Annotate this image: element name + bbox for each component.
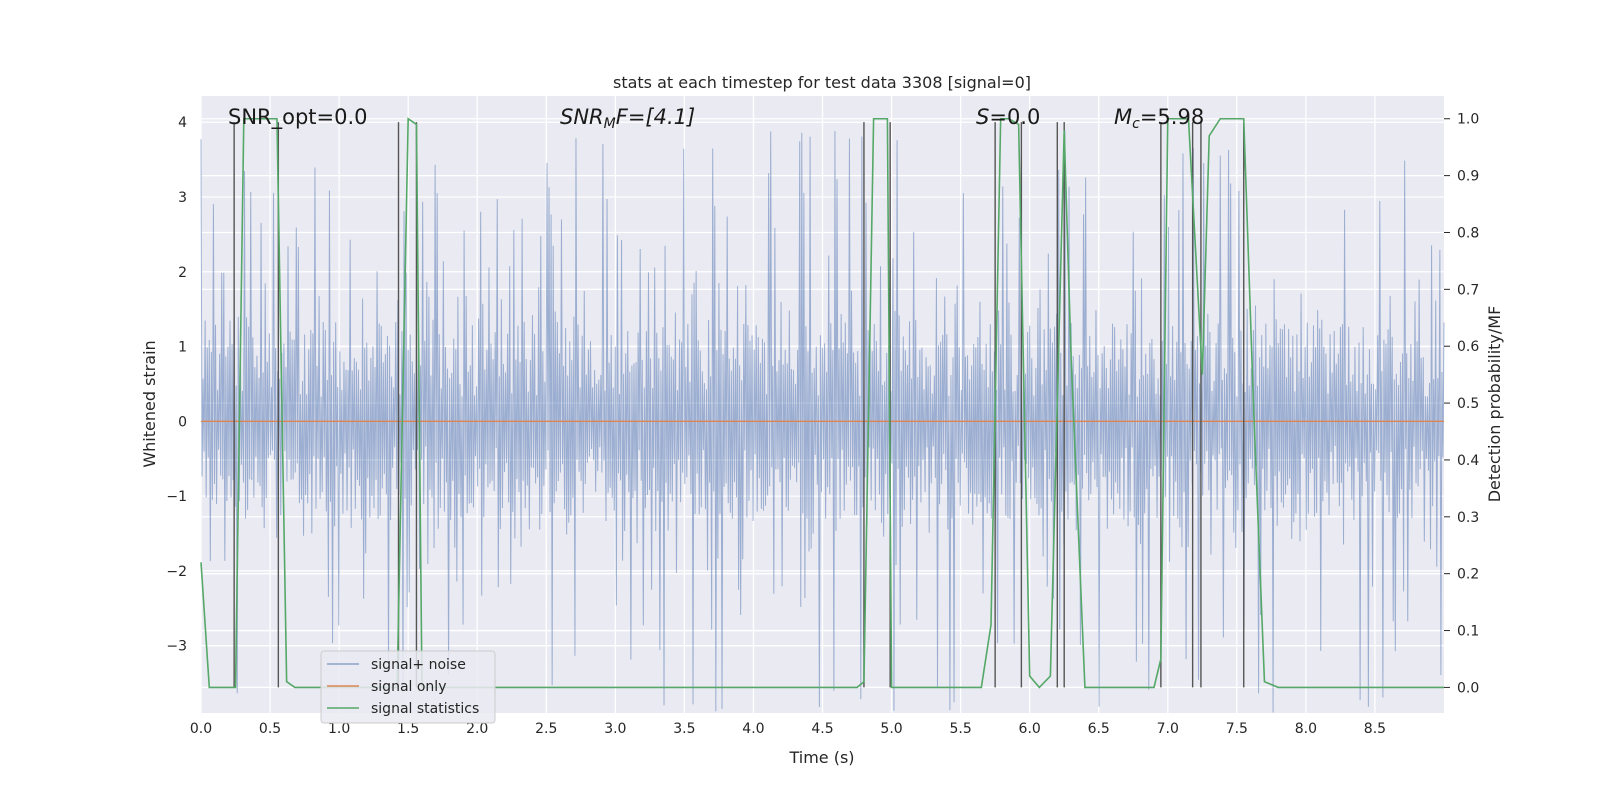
x-tick-label-4: 2.0	[466, 721, 488, 737]
annotation-snr-mf-symbol: SNR	[560, 105, 604, 129]
y-right-tick-label-8: 0.8	[1457, 225, 1479, 241]
y-right-tick-label-1: 0.1	[1457, 624, 1479, 640]
x-tick-label-1: 0.5	[259, 721, 281, 737]
x-tick-label-6: 3.0	[604, 721, 626, 737]
annotation-snr-mf-value: F=[4.1]	[616, 105, 695, 129]
x-tick-label-8: 4.0	[742, 721, 764, 737]
x-axis-ticks: 0.0 0.5 1.0 1.5 2.0 2.5 3.0 3.5 4.0 4.5 5.0 5.5 6.0 6…	[190, 721, 1386, 737]
y-left-tick-label-3: 0	[178, 414, 187, 430]
y-left-tick-label-6: 3	[178, 190, 187, 206]
x-tick-label-5: 2.5	[535, 721, 557, 737]
y-left-tick-label-2: −1	[166, 489, 187, 505]
y-right-tick-label-4: 0.4	[1457, 453, 1479, 469]
legend-box	[320, 650, 496, 724]
y-right-tick-label-5: 0.5	[1457, 396, 1479, 412]
y-right-tick-label-6: 0.6	[1457, 339, 1479, 355]
x-tick-label-12: 6.0	[1019, 721, 1041, 737]
x-tick-label-11: 5.5	[949, 721, 971, 737]
x-tick-label-7: 3.5	[673, 721, 695, 737]
y-right-tick-label-7: 0.7	[1457, 282, 1479, 298]
y-left-tick-label-7: 4	[178, 115, 187, 131]
chart-title: stats at each timestep for test data 330…	[613, 73, 1031, 92]
x-tick-label-14: 7.0	[1157, 721, 1179, 737]
x-tick-label-15: 7.5	[1226, 721, 1248, 737]
annotation-snr-mf-subscript: M	[604, 116, 616, 132]
annotation-mc-symbol: M	[1114, 105, 1132, 129]
y-left-tick-label-4: 1	[178, 340, 187, 356]
annotation-s: S=0.0	[976, 105, 1040, 129]
series-signal-plus-noise	[200, 129, 1445, 713]
x-tick-label-16: 8.0	[1295, 721, 1317, 737]
x-tick-label-17: 8.5	[1364, 721, 1386, 737]
y-left-tick-label-5: 2	[178, 265, 187, 281]
y-right-tick-label-3: 0.3	[1457, 510, 1479, 526]
y-right-tick-label-0: 0.0	[1457, 680, 1479, 696]
right-y-axis-label: Detection probability/MF	[1485, 306, 1504, 503]
x-tick-label-2: 1.0	[328, 721, 350, 737]
x-tick-label-9: 4.5	[811, 721, 833, 737]
signal-plus-noise-line	[200, 129, 1445, 713]
legend-label-signal-plus-noise: signal+ noise	[371, 657, 466, 673]
x-tick-label-13: 6.5	[1088, 721, 1110, 737]
annotation-mc-subscript: c	[1132, 116, 1140, 132]
left-y-axis-label: Whitened strain	[140, 340, 159, 467]
legend: signal+ noise signal only signal statist…	[320, 650, 496, 724]
y-left-tick-label-1: −2	[166, 564, 187, 580]
annotation-snr-opt: SNR_opt=0.0	[228, 105, 368, 130]
x-tick-label-3: 1.5	[397, 721, 419, 737]
y-right-tick-label-9: 0.9	[1457, 169, 1479, 185]
legend-label-signal-only: signal only	[371, 679, 446, 695]
annotation-s-symbol: S	[976, 105, 989, 129]
x-axis-label: Time (s)	[788, 748, 854, 767]
annotation-s-value: =0.0	[989, 105, 1040, 129]
y-right-tick-label-10: 1.0	[1457, 112, 1479, 128]
annotation-snr-mf: SNRMF=[4.1]	[560, 105, 695, 132]
annotation-mc-value: =5.98	[1140, 105, 1204, 129]
left-y-axis-ticks: −3 −2 −1 0 1 2 3 4	[166, 115, 187, 655]
y-left-tick-label-0: −3	[166, 639, 187, 655]
legend-label-signal-statistics: signal statistics	[371, 701, 479, 717]
x-tick-label-10: 5.0	[880, 721, 902, 737]
y-right-tick-label-2: 0.2	[1457, 567, 1479, 583]
x-tick-label-0: 0.0	[190, 721, 212, 737]
right-y-axis-ticks: 0.0 0.1 0.2 0.3 0.4 0.5 0.6 0.7 0.8 0.9 1.0	[1444, 112, 1479, 696]
annotation-chirp-mass: Mc=5.98	[1114, 105, 1204, 132]
